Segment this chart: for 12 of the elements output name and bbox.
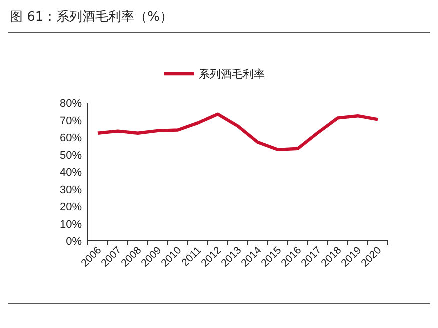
y-tick-label: 20% [60,202,82,214]
y-tick-label: 60% [60,132,82,144]
y-tick-label: 0% [66,236,82,248]
y-tick-label: 30% [60,184,82,196]
y-tick-label: 50% [60,150,82,162]
legend-label: 系列酒毛利率 [199,68,265,81]
line-series [96,112,380,152]
y-tick-label: 80% [60,98,82,110]
y-tick-label: 40% [60,167,82,179]
chart-title: 图 61：系列酒毛利率（%） [10,9,174,25]
y-tick-label: 70% [60,115,82,128]
y-tick-label: 10% [60,218,82,231]
